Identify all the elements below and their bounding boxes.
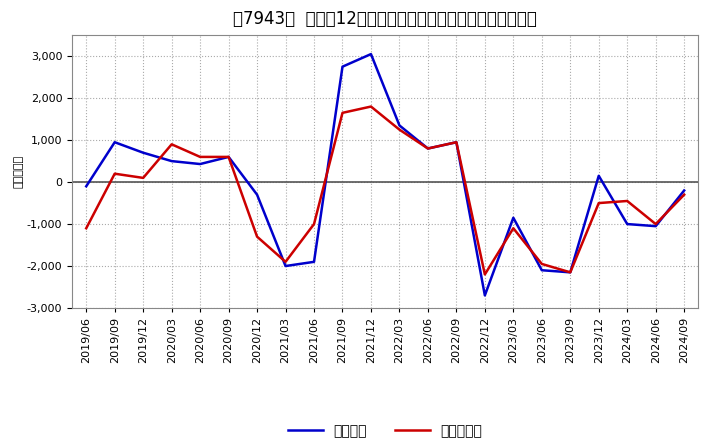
当期純利益 xyxy=(196,154,204,160)
経常利益 xyxy=(566,270,575,275)
経常利益 xyxy=(196,161,204,167)
当期純利益 xyxy=(366,104,375,109)
当期純利益 xyxy=(452,139,461,145)
当期純利益 xyxy=(310,221,318,227)
当期純利益 xyxy=(282,259,290,264)
当期純利益 xyxy=(110,171,119,176)
当期純利益 xyxy=(225,154,233,160)
当期純利益 xyxy=(423,146,432,151)
当期純利益 xyxy=(82,226,91,231)
当期純利益 xyxy=(623,198,631,204)
当期純利益 xyxy=(652,221,660,227)
Line: 当期純利益: 当期純利益 xyxy=(86,106,684,275)
Line: 経常利益: 経常利益 xyxy=(86,54,684,295)
当期純利益 xyxy=(509,226,518,231)
当期純利益 xyxy=(253,234,261,239)
当期純利益 xyxy=(680,192,688,197)
経常利益 xyxy=(623,221,631,227)
経常利益 xyxy=(110,139,119,145)
当期純利益 xyxy=(595,201,603,206)
経常利益 xyxy=(595,173,603,179)
経常利益 xyxy=(310,259,318,264)
当期純利益 xyxy=(566,270,575,275)
経常利益 xyxy=(452,139,461,145)
経常利益 xyxy=(338,64,347,70)
経常利益 xyxy=(282,264,290,269)
当期純利益 xyxy=(338,110,347,115)
経常利益 xyxy=(537,268,546,273)
経常利益 xyxy=(680,188,688,193)
当期純利益 xyxy=(395,127,404,132)
経常利益 xyxy=(253,192,261,197)
経常利益 xyxy=(395,123,404,128)
経常利益 xyxy=(167,158,176,164)
経常利益 xyxy=(423,146,432,151)
経常利益 xyxy=(366,51,375,57)
経常利益 xyxy=(480,293,489,298)
経常利益 xyxy=(139,150,148,155)
経常利益 xyxy=(652,224,660,229)
当期純利益 xyxy=(167,142,176,147)
当期純利益 xyxy=(139,175,148,180)
経常利益 xyxy=(82,183,91,189)
Title: ［7943］  利益の12か月移動合計の対前年同期増減額の推移: ［7943］ 利益の12か月移動合計の対前年同期増減額の推移 xyxy=(233,10,537,28)
Legend: 経常利益, 当期純利益: 経常利益, 当期純利益 xyxy=(282,418,488,440)
経常利益 xyxy=(509,215,518,220)
経常利益 xyxy=(225,154,233,160)
当期純利益 xyxy=(480,272,489,277)
Y-axis label: （百万円）: （百万円） xyxy=(14,155,24,188)
当期純利益 xyxy=(537,261,546,267)
